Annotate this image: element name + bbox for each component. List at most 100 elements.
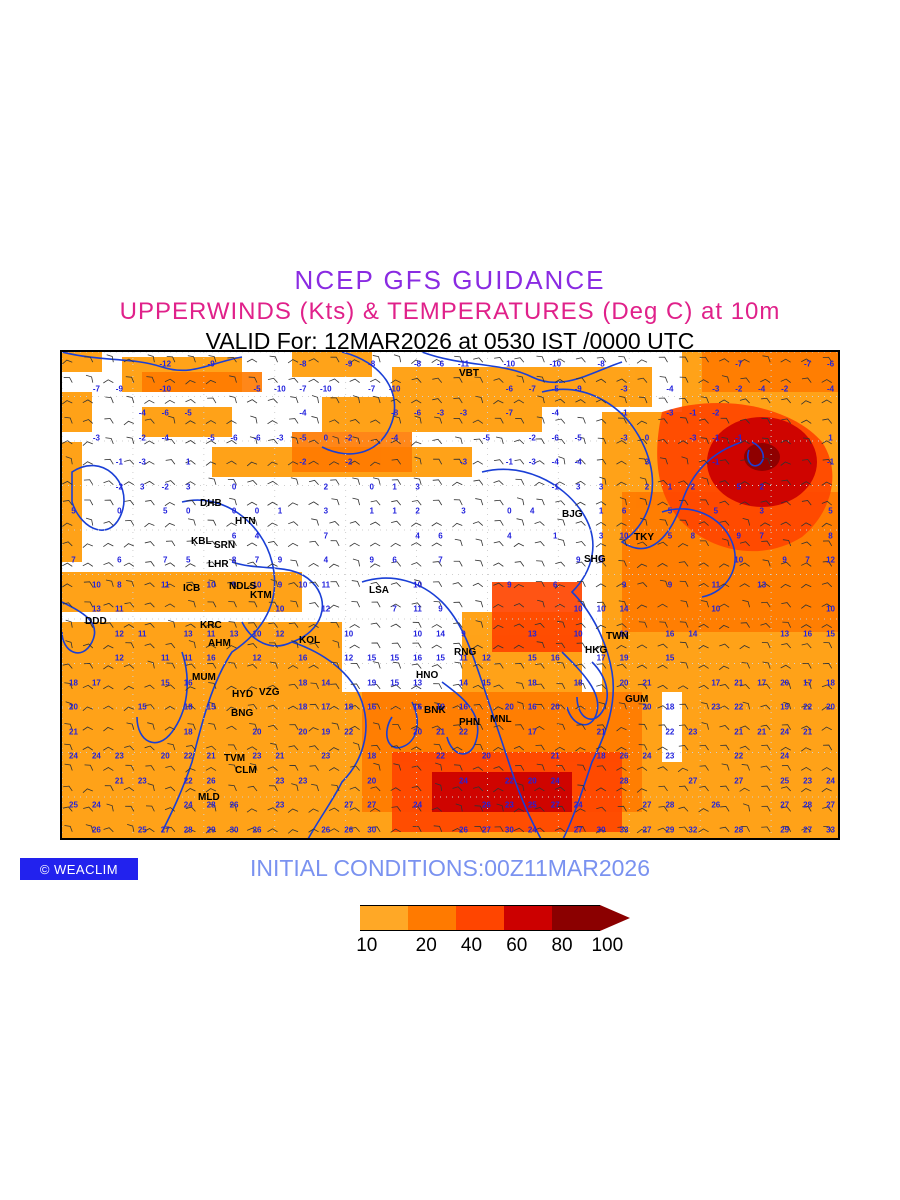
temp-value: 21 — [436, 727, 445, 736]
initial-conditions-label: INITIAL CONDITIONS:00Z11MAR2026 — [0, 855, 900, 882]
temp-value: 11 — [712, 580, 720, 589]
city-label-kol: KOL — [299, 635, 320, 646]
city-label-tvm: TVM — [224, 753, 245, 764]
temp-value: 22 — [459, 727, 468, 736]
temp-value: 22 — [734, 752, 743, 761]
temp-value: 20 — [367, 776, 376, 785]
temp-value: 10 — [344, 629, 353, 638]
legend-tip-low — [330, 905, 360, 931]
temp-value: -6 — [827, 360, 834, 369]
legend-label-60: 60 — [494, 935, 539, 957]
lat-tick-35N — [60, 529, 62, 531]
temp-value: 24 — [92, 752, 101, 761]
temp-value: 9 — [507, 580, 511, 589]
temp-value: 9 — [576, 556, 580, 565]
temp-value: -7 — [735, 360, 742, 369]
temp-value: 32 — [688, 825, 697, 834]
legend-label-10: 10 — [330, 935, 404, 957]
temp-value: 20 — [253, 727, 262, 736]
temp-value: 26 — [253, 825, 262, 834]
temp-value: 7 — [805, 556, 809, 565]
temp-value: 2 — [691, 482, 695, 491]
temp-value: 22 — [505, 776, 514, 785]
temp-value: 10 — [207, 580, 216, 589]
root-page: NCEP GFS GUIDANCE UPPERWINDS (Kts) & TEM… — [0, 0, 900, 1200]
temp-value: -10 — [504, 360, 516, 369]
temp-value: 10 — [253, 629, 262, 638]
temp-value: -2 — [116, 482, 123, 491]
temp-value: 27 — [482, 825, 491, 834]
temperature-numbers: -12 -9 -8 -9 -8 -8 -6 -11 -10 -10 -8 -7 -7 -6 -7 -9 -10-… — [62, 352, 840, 840]
temp-value: -1 — [116, 458, 123, 467]
temp-value: 8 — [691, 531, 695, 540]
temp-value: 27 — [551, 801, 560, 810]
temp-value: 14 — [459, 678, 468, 687]
temp-value: 16 — [413, 703, 422, 712]
temp-value: -6 — [506, 384, 513, 393]
city-label-ktm: KTM — [250, 590, 272, 601]
temp-value: 0 — [232, 482, 236, 491]
temp-value: 17 — [92, 678, 101, 687]
temp-value: 20 — [505, 703, 514, 712]
temp-value: -6 — [552, 433, 559, 442]
city-label-hno: HNO — [416, 670, 438, 681]
map-plot-area[interactable]: -12 -9 -8 -9 -8 -8 -6 -11 -10 -10 -8 -7 -7 -6 -7 -9 -10-… — [60, 350, 840, 840]
temp-value: 5 — [714, 507, 718, 516]
temp-value: -3 — [712, 384, 719, 393]
temp-value: 1 — [392, 482, 396, 491]
temp-value: 19 — [620, 654, 629, 663]
temp-value: 7 — [163, 556, 167, 565]
title-line1: NCEP GFS GUIDANCE — [0, 265, 900, 296]
temp-value: 5 — [668, 531, 672, 540]
temp-value: 20 — [826, 703, 835, 712]
temp-value: 7 — [438, 556, 442, 565]
temp-value: 12 — [253, 654, 262, 663]
temp-value: 16 — [551, 654, 560, 663]
temp-value: 0 — [369, 482, 373, 491]
temp-value: 15 — [161, 678, 170, 687]
temp-value: 23 — [115, 752, 124, 761]
temp-value: 27 — [344, 801, 353, 810]
temp-value: -3 — [93, 433, 100, 442]
temp-value: 28 — [184, 825, 193, 834]
legend-label-40: 40 — [449, 935, 494, 957]
temp-value: -8 — [414, 360, 421, 369]
city-label-htn: HTN — [235, 516, 256, 527]
temp-value: 18 — [298, 703, 307, 712]
temp-value: 12 — [115, 629, 124, 638]
city-label-bng: BNG — [231, 708, 253, 719]
temp-value: -2 — [712, 409, 719, 418]
temp-value: 33 — [620, 825, 629, 834]
temp-value: -5 — [185, 409, 192, 418]
temp-value: 16 — [459, 703, 468, 712]
temp-value: -3 — [437, 409, 444, 418]
temp-value: -8 — [391, 409, 398, 418]
temp-value: 18 — [826, 678, 835, 687]
temp-value: 14 — [620, 605, 629, 614]
temp-value: 23 — [321, 752, 330, 761]
temp-value: 30 — [505, 825, 514, 834]
lat-tick-30N — [60, 574, 62, 576]
temp-value: -1 — [827, 458, 834, 467]
temp-value: 5 — [737, 482, 741, 491]
lat-tick-20N — [60, 663, 62, 665]
color-legend: 10 20 40 60 80 100 — [330, 905, 630, 965]
temp-value: 23 — [275, 801, 284, 810]
temp-value: 4 — [530, 507, 534, 516]
temp-value: -7 — [93, 384, 100, 393]
temp-value: 4 — [415, 531, 419, 540]
temp-value: 29 — [207, 825, 216, 834]
city-label-ddd: DDD — [85, 616, 107, 627]
temp-value: 0 — [232, 507, 236, 516]
temp-value: 18 — [528, 678, 537, 687]
city-label-srn: SRN — [214, 540, 235, 551]
map-container[interactable]: -12 -9 -8 -9 -8 -8 -6 -11 -10 -10 -8 -7 -7 -6 -7 -9 -10-… — [60, 350, 840, 840]
temp-value: -4 — [162, 433, 169, 442]
legend-bar — [330, 905, 630, 931]
temp-value: 18 — [574, 678, 583, 687]
temp-value: 24 — [69, 752, 78, 761]
temp-value: 16 — [803, 629, 812, 638]
temp-value: 10 — [597, 605, 606, 614]
temp-value: 3 — [186, 482, 190, 491]
legend-seg-40-60 — [456, 905, 504, 931]
